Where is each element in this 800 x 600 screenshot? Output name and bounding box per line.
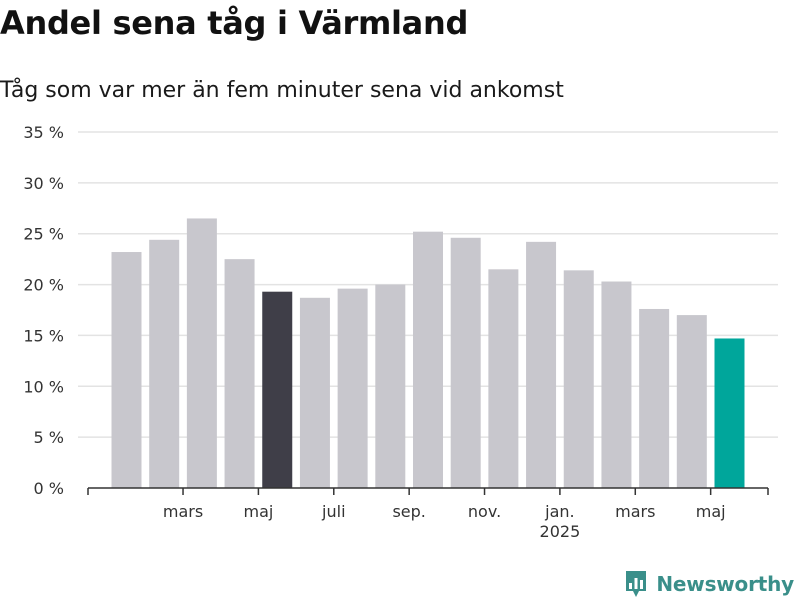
bar [601, 281, 632, 488]
y-tick-label: 25 % [23, 225, 64, 244]
chart-title: Andel sena tåg i Värmland [0, 4, 469, 42]
x-tick-label: nov. [468, 502, 501, 521]
bar [714, 338, 745, 488]
y-tick-label: 20 % [23, 276, 64, 295]
bar [526, 241, 557, 488]
bar [639, 308, 670, 488]
x-tick-label: maj [696, 502, 726, 521]
bar [299, 297, 330, 488]
y-tick-label: 5 % [34, 428, 64, 447]
x-tick-label: sep. [392, 502, 425, 521]
x-tick-year-label: 2025 [540, 522, 581, 541]
chart-subtitle: Tåg som var mer än fem minuter sena vid … [0, 78, 564, 103]
newsworthy-logo-icon [626, 571, 647, 597]
y-tick-label: 35 % [23, 123, 64, 142]
bar [563, 270, 594, 488]
bar [413, 231, 443, 488]
y-tick-label: 10 % [23, 377, 64, 396]
x-tick-label: juli [321, 502, 345, 521]
bar [488, 269, 519, 488]
bar [676, 315, 707, 488]
bar [224, 259, 255, 488]
bar [337, 288, 368, 488]
x-tick-label: mars [163, 502, 203, 521]
bar [375, 284, 406, 488]
newsworthy-brand[interactable]: Newsworthy [624, 568, 794, 600]
y-tick-label: 15 % [23, 326, 64, 345]
bar [262, 291, 293, 488]
bar [450, 237, 481, 488]
bar [111, 252, 142, 488]
brand-name: Newsworthy [656, 572, 794, 596]
bar [149, 239, 180, 488]
y-tick-label: 0 % [34, 479, 64, 498]
x-tick-label: maj [243, 502, 273, 521]
x-tick-label: mars [615, 502, 655, 521]
y-tick-label: 30 % [23, 174, 64, 193]
x-tick-label: jan. [544, 502, 574, 521]
bar [186, 218, 217, 488]
